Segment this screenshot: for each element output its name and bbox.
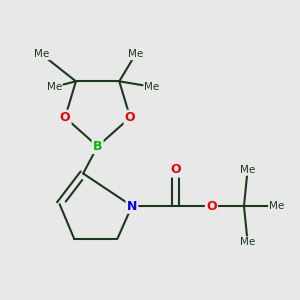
Text: Me: Me xyxy=(144,82,159,92)
Text: Me: Me xyxy=(269,201,284,211)
Text: O: O xyxy=(170,164,181,176)
Text: Me: Me xyxy=(34,49,49,59)
Text: B: B xyxy=(93,140,102,153)
Text: N: N xyxy=(127,200,137,212)
Text: O: O xyxy=(60,111,70,124)
Text: Me: Me xyxy=(240,165,255,175)
Text: O: O xyxy=(125,111,135,124)
Text: Me: Me xyxy=(240,237,255,247)
Text: Me: Me xyxy=(128,49,143,59)
Text: O: O xyxy=(206,200,217,212)
Text: Me: Me xyxy=(46,82,62,92)
